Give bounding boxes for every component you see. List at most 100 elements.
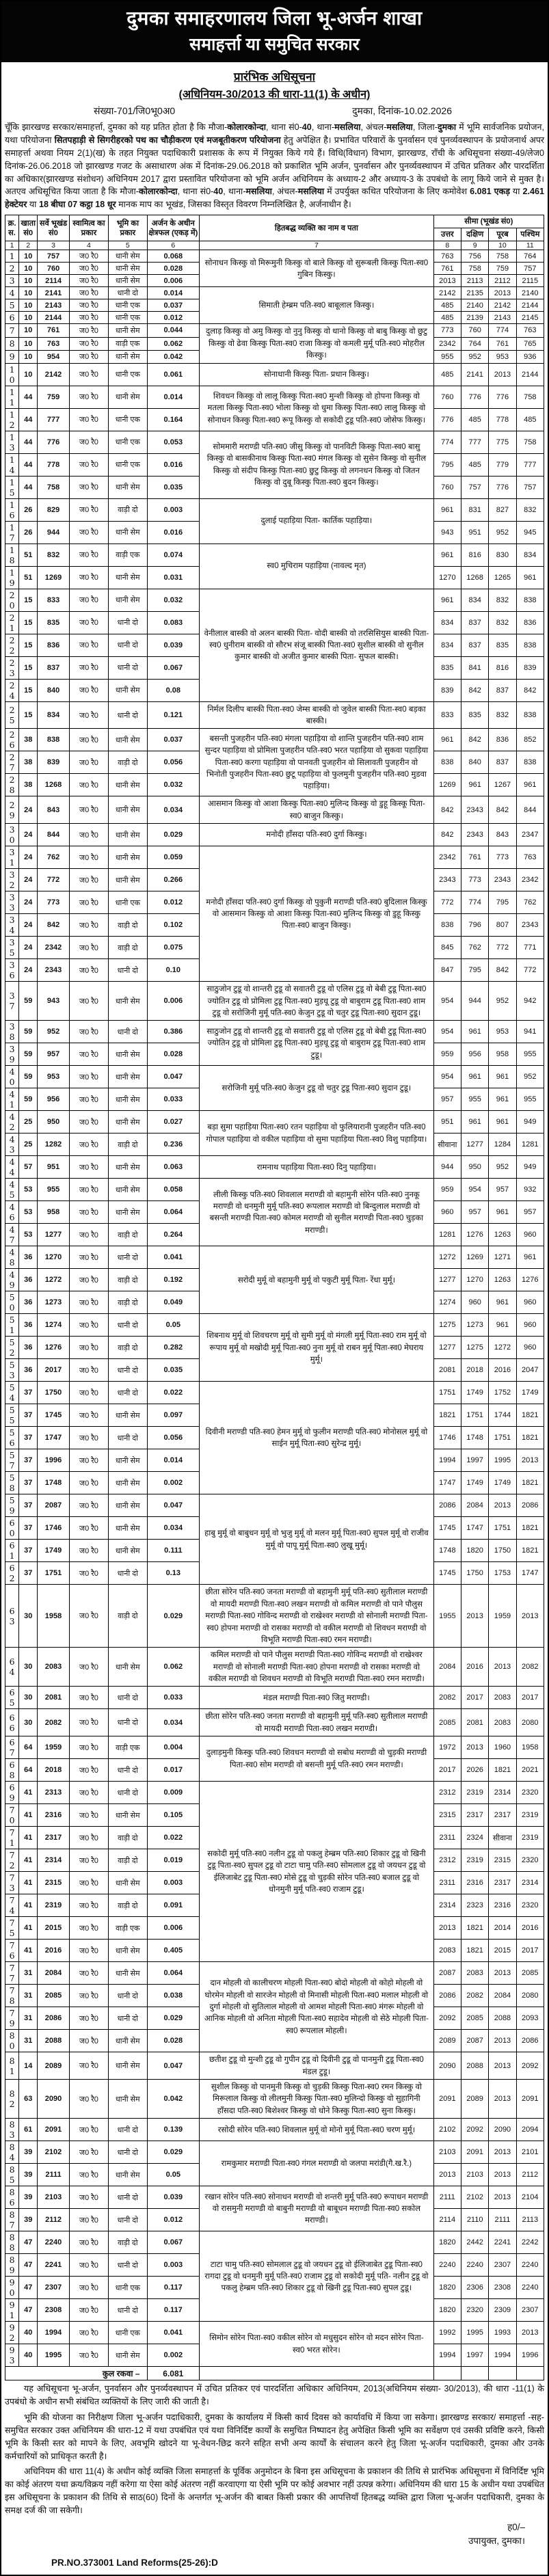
cell-khata: 40 [18, 2344, 38, 2367]
cell-boundary-north: 1275 [433, 1313, 462, 1337]
cell-khata: 36 [18, 1358, 38, 1382]
cell-ownership: ज0 रै0 [68, 1336, 109, 1360]
cell-ownership: ज0 रै0 [68, 1871, 109, 1895]
cell-land-type: धानी सेम [108, 773, 148, 797]
table-row: 22 15 836 ज0 रै0 धानी दो 0.039 834 837 835 838 [4, 633, 545, 657]
cell-land-type: वाड़ी दो [108, 913, 148, 937]
cell-plot: 1270 [37, 1246, 70, 1270]
cell-boundary-south: 756 [460, 250, 490, 263]
cell-boundary-west: 2240 [515, 2253, 545, 2277]
column-number: 8 [433, 241, 462, 251]
cell-boundary-west: 936 [515, 349, 545, 364]
cell-plot: 759 [37, 385, 70, 409]
cell-area: 0.032 [146, 773, 200, 797]
cell-area: 0.039 [146, 2186, 200, 2210]
cell-boundary-south: 777 [460, 430, 490, 454]
intro-bold-segment: मसलिया [297, 187, 325, 197]
intro-bold-segment: 2.461 हेक्टेयर [5, 187, 544, 210]
cell-ownership: ज0 रै0 [68, 1223, 109, 1247]
cell-serial: 63 [4, 1584, 20, 1648]
cell-ownership: ज0 रै0 [68, 2163, 109, 2187]
cell-area: 0.405 [146, 1939, 200, 1963]
cell-ownership: ज0 रै0 [68, 1110, 109, 1134]
cell-land-type: धानी सेम [108, 565, 148, 589]
cell-land-type: वाड़ी दो [108, 1268, 148, 1292]
cell-land-type: धानी दो [108, 1758, 148, 1782]
cell-boundary-south: 1269 [460, 1246, 490, 1270]
cell-boundary-north: 2081 [433, 1358, 462, 1382]
cell-serial: 50 [4, 1291, 20, 1315]
intro-segment: , अंचल- [271, 187, 298, 197]
cell-serial: 54 [4, 1381, 20, 1405]
cell-ownership: ज0 रै0 [68, 891, 109, 915]
cell-ownership: ज0 रै0 [68, 1246, 109, 1270]
cell-boundary-south: 2113 [460, 274, 490, 288]
cell-plot: 2086 [37, 2007, 70, 2030]
cell-serial: 76 [4, 1939, 20, 1963]
signatory: उपायुक्त, दुमका। [468, 2535, 525, 2546]
cell-ownership: ज0 रै0 [68, 453, 109, 477]
cell-land-type: धानी एक [108, 407, 148, 431]
cell-land-type: धानी सेम [108, 1516, 148, 1540]
notice-subtitle: (अधिनियम-30/2013 की धारा-11(1) के अधीन) [178, 89, 371, 100]
cell-ownership: ज0 रै0 [68, 2007, 109, 2030]
cell-boundary-west: 2016 [515, 1916, 545, 1940]
cell-ownership: ज0 रै0 [68, 2208, 109, 2232]
cell-person-name: साठुजोन टुडू वो शान्तरी टुडू वो सवातरी ट… [199, 981, 434, 1021]
cell-ownership: ज0 रै0 [68, 385, 109, 409]
cell-khata: 53 [18, 1200, 38, 1224]
cell-khata: 36 [18, 1336, 38, 1360]
cell-serial: 86 [4, 2186, 20, 2210]
cell-khata: 41 [18, 1826, 38, 1850]
cell-boundary-west: 2115 [515, 274, 545, 288]
cell-boundary-north: 774 [433, 430, 462, 454]
table-row: 59 37 2087 ज0 रै0 धानी सेम 0.047 हाबु मुर्मू व… [4, 1494, 545, 1585]
cell-plot: 2342 [37, 936, 70, 960]
cell-plot: 757 [37, 250, 70, 263]
cell-land-type: वाड़ी दो [108, 751, 148, 775]
cell-serial: 33 [4, 891, 20, 915]
cell-boundary-south: 2320 [460, 2298, 490, 2322]
cell-serial: 41 [4, 1088, 20, 1112]
cell-boundary-west: 838 [515, 588, 545, 612]
cell-serial: 40 [4, 1065, 20, 1089]
cell-boundary-south: 1268 [460, 565, 490, 589]
cell-boundary-north: 1992 [433, 2321, 462, 2345]
cell-boundary-east: 837 [488, 678, 517, 702]
cell-boundary-west: 2013 [515, 1584, 545, 1648]
cell-person-name: मनोदी हाँसदा पति-स्व0 दुर्गा किस्कु। [199, 823, 434, 847]
cell-khata: 51 [18, 565, 38, 589]
cell-khata: 37 [18, 1539, 38, 1563]
cell-boundary-north: 1821 [433, 1404, 462, 1427]
cell-boundary-north: 2092 [433, 2007, 462, 2030]
cell-boundary-west: 942 [515, 981, 545, 1021]
cell-plot: 776 [37, 430, 70, 454]
cell-khata: 37 [18, 1404, 38, 1427]
table-row: 25 15 834 ज0 रै0 धानी दो 0.121 निर्मल दिलीप बा… [4, 701, 545, 729]
table-row: 56 37 1747 ज0 रै0 धानी दो 0.056 1746 1748 1751 18… [4, 1426, 545, 1450]
total-empty-boundary [460, 2366, 490, 2381]
cell-area: 0.009 [146, 1781, 200, 1805]
cell-boundary-south: 773 [460, 868, 490, 892]
cell-land-type: वाड़ी दो [108, 1336, 148, 1360]
cell-plot: 1749 [37, 1539, 70, 1563]
cell-boundary-west: 955 [515, 1088, 545, 1112]
cell-area: 0.014 [146, 286, 200, 300]
cell-boundary-west: 765 [515, 336, 545, 351]
reference-line: संख्या-701/जि0भू0अ0 दुमका, दिनांक-10.02.… [5, 101, 544, 119]
cell-boundary-north: 959 [433, 1178, 462, 1202]
cell-land-type: धानी सेम [108, 1110, 148, 1134]
cell-ownership: ज0 रै0 [68, 913, 109, 937]
cell-plot: 1274 [37, 1313, 70, 1337]
cell-boundary-east: 961 [488, 1065, 517, 1089]
cell-plot: 829 [37, 498, 70, 522]
cell-land-type: धानी सेम [108, 728, 148, 752]
total-empty-boundary [433, 2366, 462, 2381]
cell-ownership: ज0 रै0 [68, 1313, 109, 1337]
cell-boundary-west: 957 [515, 1200, 545, 1224]
cell-khata: 24 [18, 846, 38, 870]
cell-serial: 87 [4, 2208, 20, 2232]
cell-land-type: धानी सेम [108, 1155, 148, 1179]
cell-boundary-west: 945 [515, 520, 545, 544]
cell-khata: 44 [18, 453, 38, 477]
